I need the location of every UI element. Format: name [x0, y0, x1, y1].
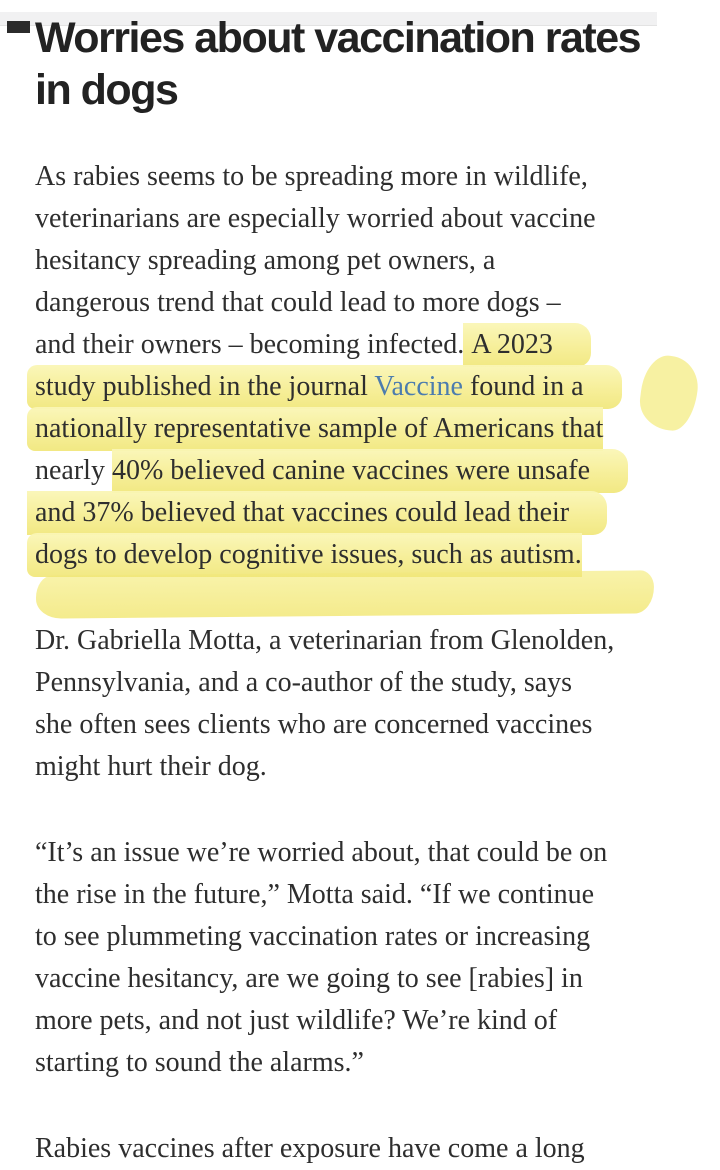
text-line: nearly 40% believed canine vaccines were… — [35, 449, 695, 493]
text-line: veterinarians are especially worried abo… — [35, 198, 695, 240]
article-body: As rabies seems to be spreading more in … — [27, 156, 695, 1170]
paragraph: As rabies seems to be spreading more in … — [27, 156, 695, 577]
text-segment: Pennsylvania, and a co-author of the stu… — [35, 667, 573, 698]
text-segment: As rabies seems to be spreading more in … — [35, 161, 588, 192]
text-line: might hurt their dog. — [35, 746, 695, 788]
text-segment: hesitancy spreading among pet owners, a — [35, 245, 496, 276]
headline-line: in dogs — [35, 66, 179, 114]
text-line: and 37% believed that vaccines could lea… — [27, 491, 695, 535]
text-segment: starting to sound the alarms.” — [35, 1047, 364, 1078]
text-line: more pets, and not just wildlife? We’re … — [35, 1000, 695, 1042]
text-segment: to see plummeting vaccination rates or i… — [35, 921, 591, 952]
text-segment: 40% believed canine vaccines were unsafe — [111, 449, 629, 493]
text-segment: Rabies vaccines after exposure have come… — [35, 1133, 585, 1164]
text-line: dangerous trend that could lead to more … — [35, 282, 695, 324]
text-line: the rise in the future,” Motta said. “If… — [35, 874, 695, 916]
text-line: As rabies seems to be spreading more in … — [35, 156, 695, 198]
text-line: “It’s an issue we’re worried about, that… — [35, 832, 695, 874]
headline-line: Worries about vaccination rates — [35, 14, 642, 62]
text-segment: dangerous trend that could lead to more … — [35, 287, 561, 318]
text-line: vaccine hesitancy, are we going to see [… — [35, 958, 695, 1000]
text-line: Rabies vaccines after exposure have come… — [35, 1128, 695, 1170]
text-segment: she often sees clients who are concerned… — [35, 709, 593, 740]
paragraph: “It’s an issue we’re worried about, that… — [35, 832, 695, 1084]
vaccine-journal-link[interactable]: Vaccine — [374, 365, 463, 409]
text-segment: more pets, and not just wildlife? We’re … — [35, 1005, 558, 1036]
article-content: Worries about vaccination rates in dogs … — [0, 12, 720, 1170]
text-line: she often sees clients who are concerned… — [35, 704, 695, 746]
text-segment: Dr. Gabriella Motta, a veterinarian from… — [35, 625, 615, 656]
text-segment: and 37% believed that vaccines could lea… — [27, 491, 608, 535]
article-headline: Worries about vaccination rates in dogs — [35, 12, 720, 116]
text-line: Dr. Gabriella Motta, a veterinarian from… — [35, 620, 695, 662]
text-line: hesitancy spreading among pet owners, a — [35, 240, 695, 282]
cropped-top-element — [0, 12, 657, 26]
text-segment: A 2023 — [463, 323, 591, 367]
text-segment: found in a — [462, 365, 622, 409]
text-segment: “It’s an issue we’re worried about, that… — [35, 837, 608, 868]
text-line: and their owners – becoming infected. A … — [35, 323, 695, 367]
text-segment: the rise in the future,” Motta said. “If… — [35, 879, 595, 910]
text-line: study published in the journal Vaccine f… — [27, 365, 695, 409]
text-line: dogs to develop cognitive issues, such a… — [27, 533, 695, 577]
cropped-element-fragment — [7, 21, 30, 33]
article-page: Worries about vaccination rates in dogs … — [0, 12, 720, 1167]
text-segment: nearly — [35, 455, 112, 486]
text-segment: and their owners – becoming infected. — [35, 329, 472, 360]
text-segment: vaccine hesitancy, are we going to see [… — [35, 963, 583, 994]
paragraph: Rabies vaccines after exposure have come… — [35, 1128, 695, 1170]
paragraph: Dr. Gabriella Motta, a veterinarian from… — [35, 620, 695, 788]
text-segment: nationally representative sample of Amer… — [27, 407, 604, 451]
text-line: to see plummeting vaccination rates or i… — [35, 916, 695, 958]
text-segment: might hurt their dog. — [35, 751, 267, 782]
text-segment: veterinarians are especially worried abo… — [35, 203, 596, 234]
text-line: Pennsylvania, and a co-author of the stu… — [35, 662, 695, 704]
text-line: nationally representative sample of Amer… — [27, 407, 695, 451]
text-line: starting to sound the alarms.” — [35, 1042, 695, 1084]
text-segment: study published in the journal — [27, 365, 375, 409]
text-segment: dogs to develop cognitive issues, such a… — [27, 533, 582, 577]
